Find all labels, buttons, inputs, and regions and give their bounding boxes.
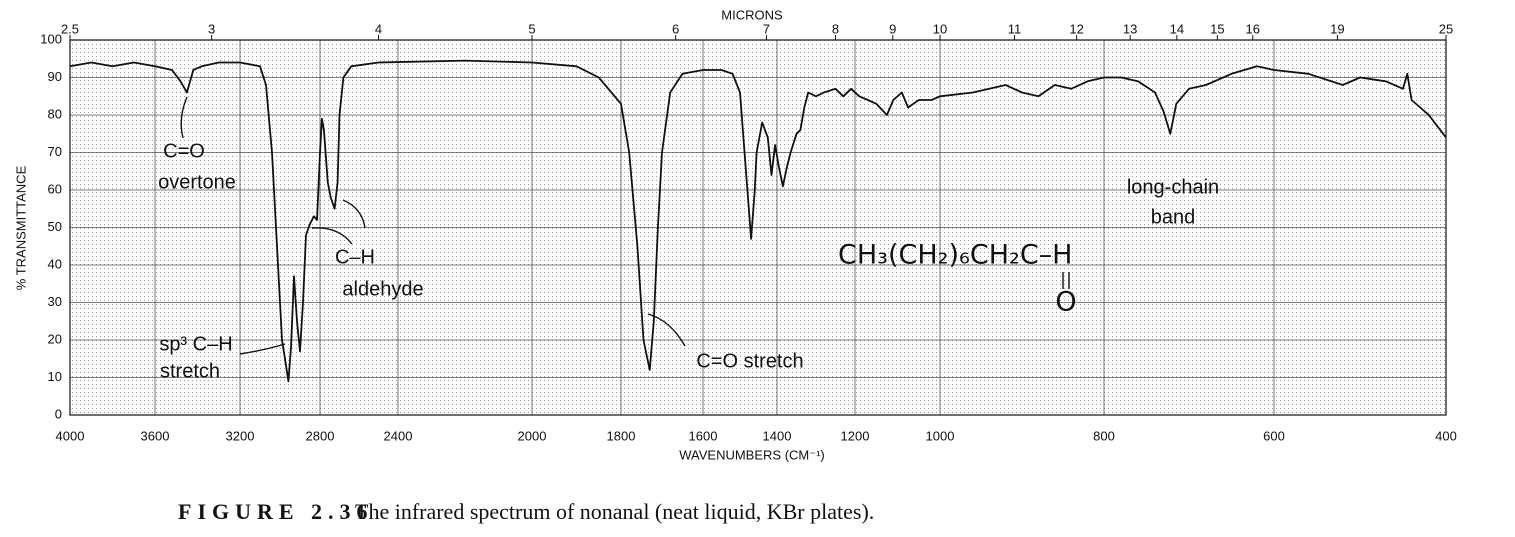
y-tick-label: 30	[48, 294, 62, 309]
x-tick-label: 2400	[384, 428, 413, 443]
spectrum-line	[69, 59, 1447, 383]
x2-tick-label: 4	[375, 21, 382, 36]
x-tick-label: 2800	[306, 428, 335, 443]
annotation: sp³ C–H	[159, 333, 232, 355]
x2-tick-label: 9	[889, 21, 896, 36]
y-tick-label: 90	[48, 69, 62, 84]
x2-tick-label: 16	[1246, 21, 1260, 36]
x2-tick-label: 12	[1069, 21, 1083, 36]
x2-tick-label: 2.5	[61, 21, 79, 36]
y-tick-label: 50	[48, 219, 62, 234]
annotation: C–H	[335, 246, 375, 268]
x2-tick-label: 11	[1008, 21, 1022, 36]
x2-tick-label: 19	[1330, 21, 1344, 36]
x2-tick-label: 8	[832, 21, 839, 36]
arrows	[180, 96, 1070, 355]
arrow	[647, 313, 686, 347]
y-tick-label: 10	[48, 369, 62, 384]
x-tick-label: 1600	[689, 428, 718, 443]
arrow	[180, 96, 188, 139]
x-tick-label: 1200	[841, 428, 870, 443]
y-tick-label: 60	[48, 181, 62, 196]
y-tick-label: 40	[48, 256, 62, 271]
y-tick-label: 20	[48, 331, 62, 346]
x2-tick-label: 3	[208, 21, 215, 36]
annotation: overtone	[158, 171, 236, 193]
x2-tick-label: 13	[1123, 21, 1137, 36]
x2-axis-title: MICRONS	[721, 7, 783, 22]
x-tick-label: 800	[1093, 428, 1115, 443]
y-axis-title: % TRANSMITTANCE	[13, 165, 28, 290]
x2-tick-label: 7	[763, 21, 770, 36]
x-tick-label: 600	[1263, 428, 1285, 443]
annotation: stretch	[160, 360, 220, 382]
x2-tick-label: 10	[933, 21, 947, 36]
x2-tick-label: 5	[528, 21, 535, 36]
annotation: C=O	[163, 140, 205, 162]
caption-text: The infrared spectrum of nonanal (neat l…	[355, 499, 874, 524]
arrow	[311, 227, 353, 245]
arrow	[239, 343, 286, 355]
formula: CH₃(CH₂)₆CH₂C–H	[838, 240, 1072, 271]
annotation: band	[1151, 206, 1196, 228]
x-tick-label: 3200	[226, 428, 255, 443]
annotation: long-chain	[1127, 176, 1219, 198]
y-tick-label: 80	[48, 106, 62, 121]
x-tick-label: 3600	[141, 428, 170, 443]
x-tick-label: 2000	[518, 428, 547, 443]
x-tick-label: 400	[1435, 428, 1457, 443]
annotation: aldehyde	[342, 278, 423, 300]
x2-tick-label: 25	[1439, 21, 1453, 36]
y-tick-label: 100	[40, 31, 62, 46]
x2-tick-label: 15	[1210, 21, 1224, 36]
x-axis-title: WAVENUMBERS (CM⁻¹)	[679, 447, 825, 462]
formula-oxygen: O	[1055, 287, 1076, 318]
plot-frame	[69, 39, 1447, 416]
x2-tick-label: 14	[1170, 21, 1184, 36]
x2-tick-label: 6	[672, 21, 679, 36]
x-tick-label: 1000	[926, 428, 955, 443]
caption-label: FIGURE 2.36	[178, 499, 374, 524]
x-tick-label: 1400	[763, 428, 792, 443]
annotation: C=O stretch	[696, 350, 803, 372]
x-tick-label: 4000	[56, 428, 85, 443]
arrow	[342, 199, 366, 229]
y-tick-label: 70	[48, 144, 62, 159]
x-tick-label: 1800	[607, 428, 636, 443]
y-tick-label: 0	[55, 406, 62, 421]
